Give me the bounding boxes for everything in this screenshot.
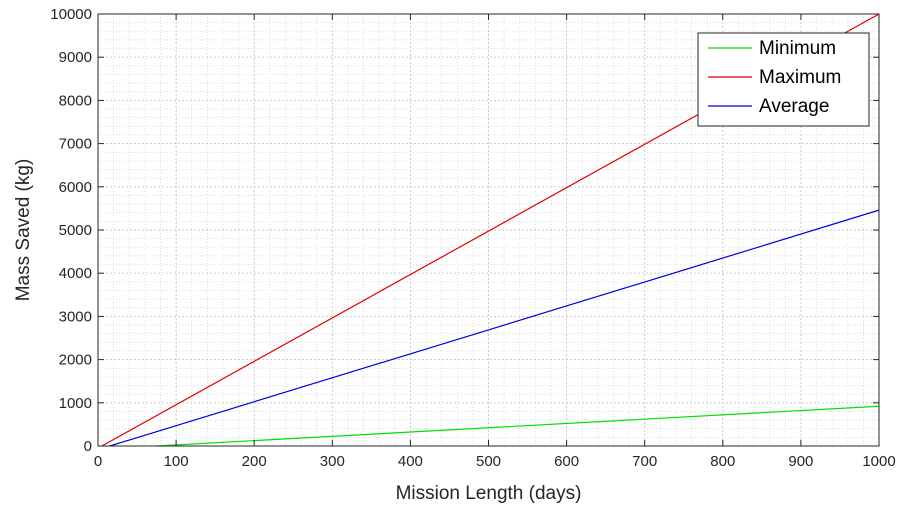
legend-label-average: Average <box>759 96 829 117</box>
y-tick-label: 1000 <box>59 395 92 412</box>
x-tick-label: 500 <box>476 453 501 470</box>
y-axis-label: Mass Saved (kg) <box>13 159 34 302</box>
series-line-minimum <box>156 405 880 447</box>
y-tick-label: 10000 <box>50 6 92 23</box>
y-tick-label: 2000 <box>59 352 92 369</box>
y-tick-label: 4000 <box>59 265 92 282</box>
y-tick-label: 3000 <box>59 308 92 325</box>
x-tick-label: 400 <box>398 453 423 470</box>
x-tick-label: 0 <box>94 453 102 470</box>
x-tick-label: 800 <box>710 453 735 470</box>
x-tick-label: 700 <box>632 453 657 470</box>
legend-label-maximum: Maximum <box>759 67 841 88</box>
x-tick-label: 200 <box>242 453 267 470</box>
y-tick-label: 6000 <box>59 179 92 196</box>
y-tick-labels: 0 1000 2000 3000 4000 5000 6000 7000 8000 9000 100… <box>50 6 92 455</box>
major-grid <box>97 13 880 447</box>
x-tick-label: 1000 <box>862 453 895 470</box>
x-tick-label: 300 <box>320 453 345 470</box>
y-tick-label: 7000 <box>59 136 92 153</box>
legend-label-minimum: Minimum <box>759 38 836 59</box>
y-tick-label: 8000 <box>59 92 92 109</box>
x-axis-label: Mission Length (days) <box>396 483 582 504</box>
legend-entries: Minimum Maximum Average <box>708 38 841 117</box>
x-tick-label: 600 <box>554 453 579 470</box>
x-tick-labels: 0 100 200 300 400 500 600 700 800 900 1000 <box>94 453 896 470</box>
y-tick-label: 0 <box>84 438 92 455</box>
legend: Minimum Maximum Average <box>697 32 870 127</box>
y-tick-label: 9000 <box>59 49 92 66</box>
x-tick-label: 100 <box>164 453 189 470</box>
minor-grid <box>98 14 879 446</box>
y-tick-label: 5000 <box>59 222 92 239</box>
tick-marks <box>97 13 880 447</box>
series-line-average <box>109 209 880 447</box>
x-tick-label: 900 <box>788 453 813 470</box>
